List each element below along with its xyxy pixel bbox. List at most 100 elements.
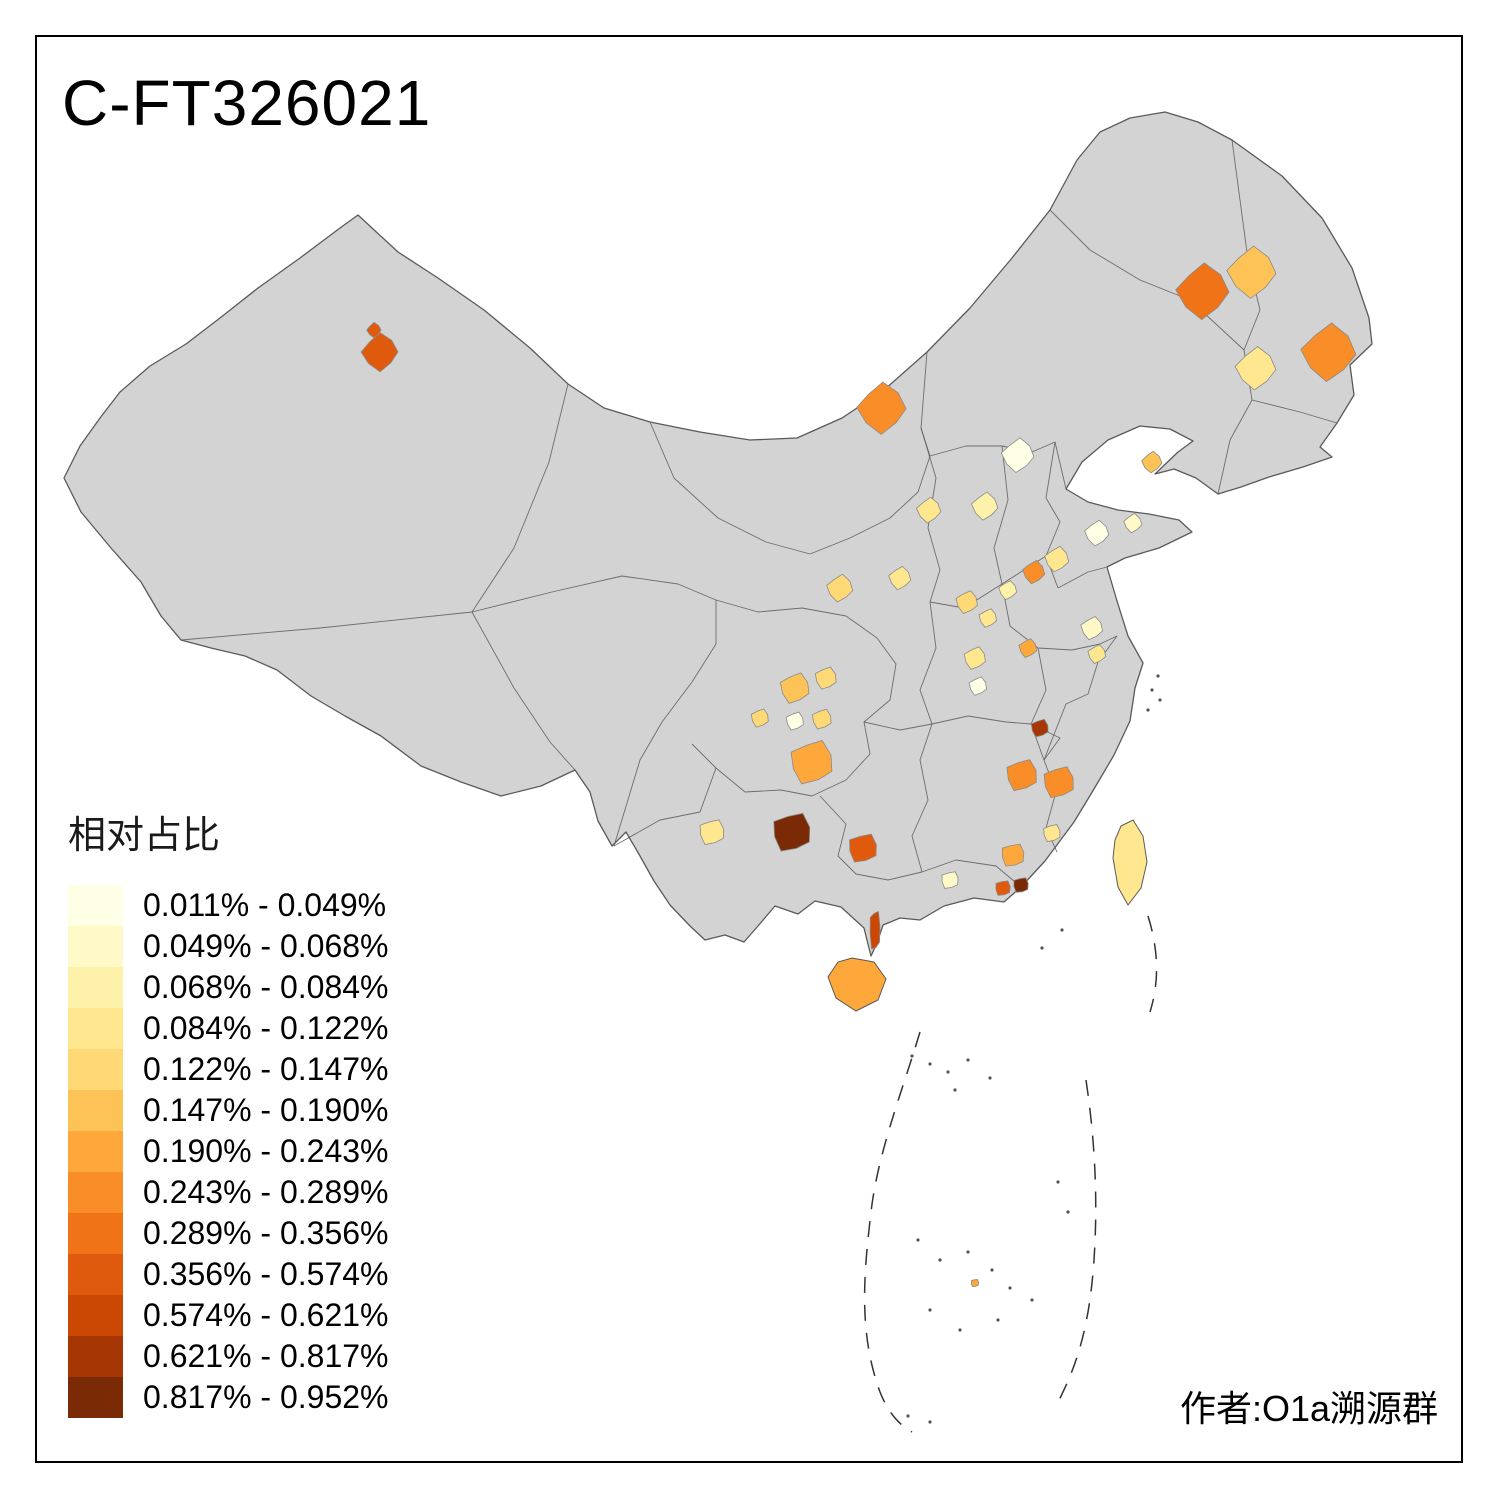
legend-swatch xyxy=(68,1213,123,1254)
map-region xyxy=(970,1279,980,1288)
attribution-text: 作者:O1a溯源群 xyxy=(1179,1388,1438,1429)
province-border xyxy=(931,715,1032,725)
map-region xyxy=(856,381,907,435)
island-dot xyxy=(1066,1210,1070,1214)
legend-swatch xyxy=(68,926,123,967)
china-outline xyxy=(63,111,1373,957)
map-region xyxy=(869,910,881,950)
legend-row: 0.289% - 0.356% xyxy=(68,1213,389,1254)
legend-row: 0.049% - 0.068% xyxy=(68,926,389,967)
legend-swatch xyxy=(68,1131,123,1172)
island-dot xyxy=(953,1088,957,1092)
island-dot xyxy=(1040,946,1044,950)
map-region xyxy=(826,573,854,603)
island-dot xyxy=(958,1328,962,1332)
map-region xyxy=(1013,877,1029,893)
legend: 相对占比 0.011% - 0.049% 0.049% - 0.068% 0.068… xyxy=(68,804,389,1418)
province-border xyxy=(1251,399,1338,424)
legend-label: 0.049% - 0.068% xyxy=(143,928,389,964)
legend-row: 0.243% - 0.289% xyxy=(68,1172,389,1213)
map-region xyxy=(1044,545,1070,573)
nine-dash-line xyxy=(1147,915,1158,1013)
island-dot xyxy=(1158,698,1162,702)
map-region xyxy=(814,666,837,690)
map-region xyxy=(1234,345,1277,391)
map-region xyxy=(1043,824,1061,843)
province-border xyxy=(863,721,933,731)
legend-label: 0.122% - 0.147% xyxy=(143,1051,389,1087)
map-region xyxy=(366,321,382,339)
legend-row: 0.084% - 0.122% xyxy=(68,1008,389,1049)
legend-rows: 0.011% - 0.049% 0.049% - 0.068% 0.068% - 0… xyxy=(68,885,389,1418)
legend-swatch xyxy=(68,1377,123,1418)
island-dot xyxy=(1056,1180,1060,1184)
map-region xyxy=(1022,559,1046,585)
map-region xyxy=(1226,245,1277,299)
legend-label: 0.243% - 0.289% xyxy=(143,1174,389,1210)
legend-label: 0.084% - 0.122% xyxy=(143,1010,389,1046)
map-region xyxy=(790,740,833,785)
map-region xyxy=(998,580,1018,601)
province-border xyxy=(920,427,941,603)
province-border xyxy=(1030,647,1047,761)
legend-swatch xyxy=(68,1295,123,1336)
province-border xyxy=(819,795,923,881)
island-dot xyxy=(928,1062,932,1066)
island-dot xyxy=(988,1076,992,1080)
province-border xyxy=(471,383,569,613)
legend-swatch xyxy=(68,1049,123,1090)
province-border xyxy=(613,600,717,847)
legend-label: 0.068% - 0.084% xyxy=(143,969,389,1005)
legend-row: 0.122% - 0.147% xyxy=(68,1049,389,1090)
island-dot xyxy=(1150,688,1154,692)
legend-label: 0.574% - 0.621% xyxy=(143,1297,389,1333)
map-region xyxy=(1141,450,1163,474)
legend-row: 0.147% - 0.190% xyxy=(68,1090,389,1131)
legend-row: 0.621% - 0.817% xyxy=(68,1336,389,1377)
map-region xyxy=(1043,766,1074,799)
map-region xyxy=(968,676,987,696)
map-region xyxy=(1123,512,1143,534)
map-region xyxy=(955,590,978,614)
province-border xyxy=(1057,566,1108,589)
map-region xyxy=(978,608,997,628)
legend-row: 0.817% - 0.952% xyxy=(68,1377,389,1418)
island-dot xyxy=(928,1420,932,1424)
legend-label: 0.817% - 0.952% xyxy=(143,1379,389,1415)
map-region xyxy=(785,711,804,731)
legend-label: 0.190% - 0.243% xyxy=(143,1133,389,1169)
legend-row: 0.356% - 0.574% xyxy=(68,1254,389,1295)
map-region xyxy=(941,871,959,889)
map-region xyxy=(750,708,769,728)
island-dot xyxy=(990,1268,994,1272)
map-region xyxy=(963,646,986,670)
map-region xyxy=(699,819,724,845)
island-dot xyxy=(938,1258,942,1262)
legend-label: 0.621% - 0.817% xyxy=(143,1338,389,1374)
province-border xyxy=(471,611,576,771)
map-region xyxy=(1080,616,1104,641)
map-region xyxy=(1018,638,1038,658)
island-dot xyxy=(1008,1286,1012,1290)
province-border xyxy=(649,421,811,555)
hainan-island xyxy=(827,957,887,1012)
province-border xyxy=(471,575,717,613)
legend-swatch xyxy=(68,885,123,926)
map-region xyxy=(849,833,877,863)
map-region xyxy=(916,496,942,524)
map-region xyxy=(773,812,811,852)
map-region xyxy=(1000,437,1035,474)
province-border xyxy=(919,601,937,725)
province-border xyxy=(911,723,933,873)
map-region xyxy=(1300,322,1357,383)
island-dot xyxy=(946,1070,950,1074)
legend-row: 0.574% - 0.621% xyxy=(68,1295,389,1336)
island-dot xyxy=(928,1308,932,1312)
taiwan-island xyxy=(1112,819,1148,906)
island-dot xyxy=(916,1238,920,1242)
island-dot xyxy=(1156,674,1160,678)
legend-swatch xyxy=(68,1254,123,1295)
province-border xyxy=(613,767,717,847)
island-dot xyxy=(966,1058,970,1062)
